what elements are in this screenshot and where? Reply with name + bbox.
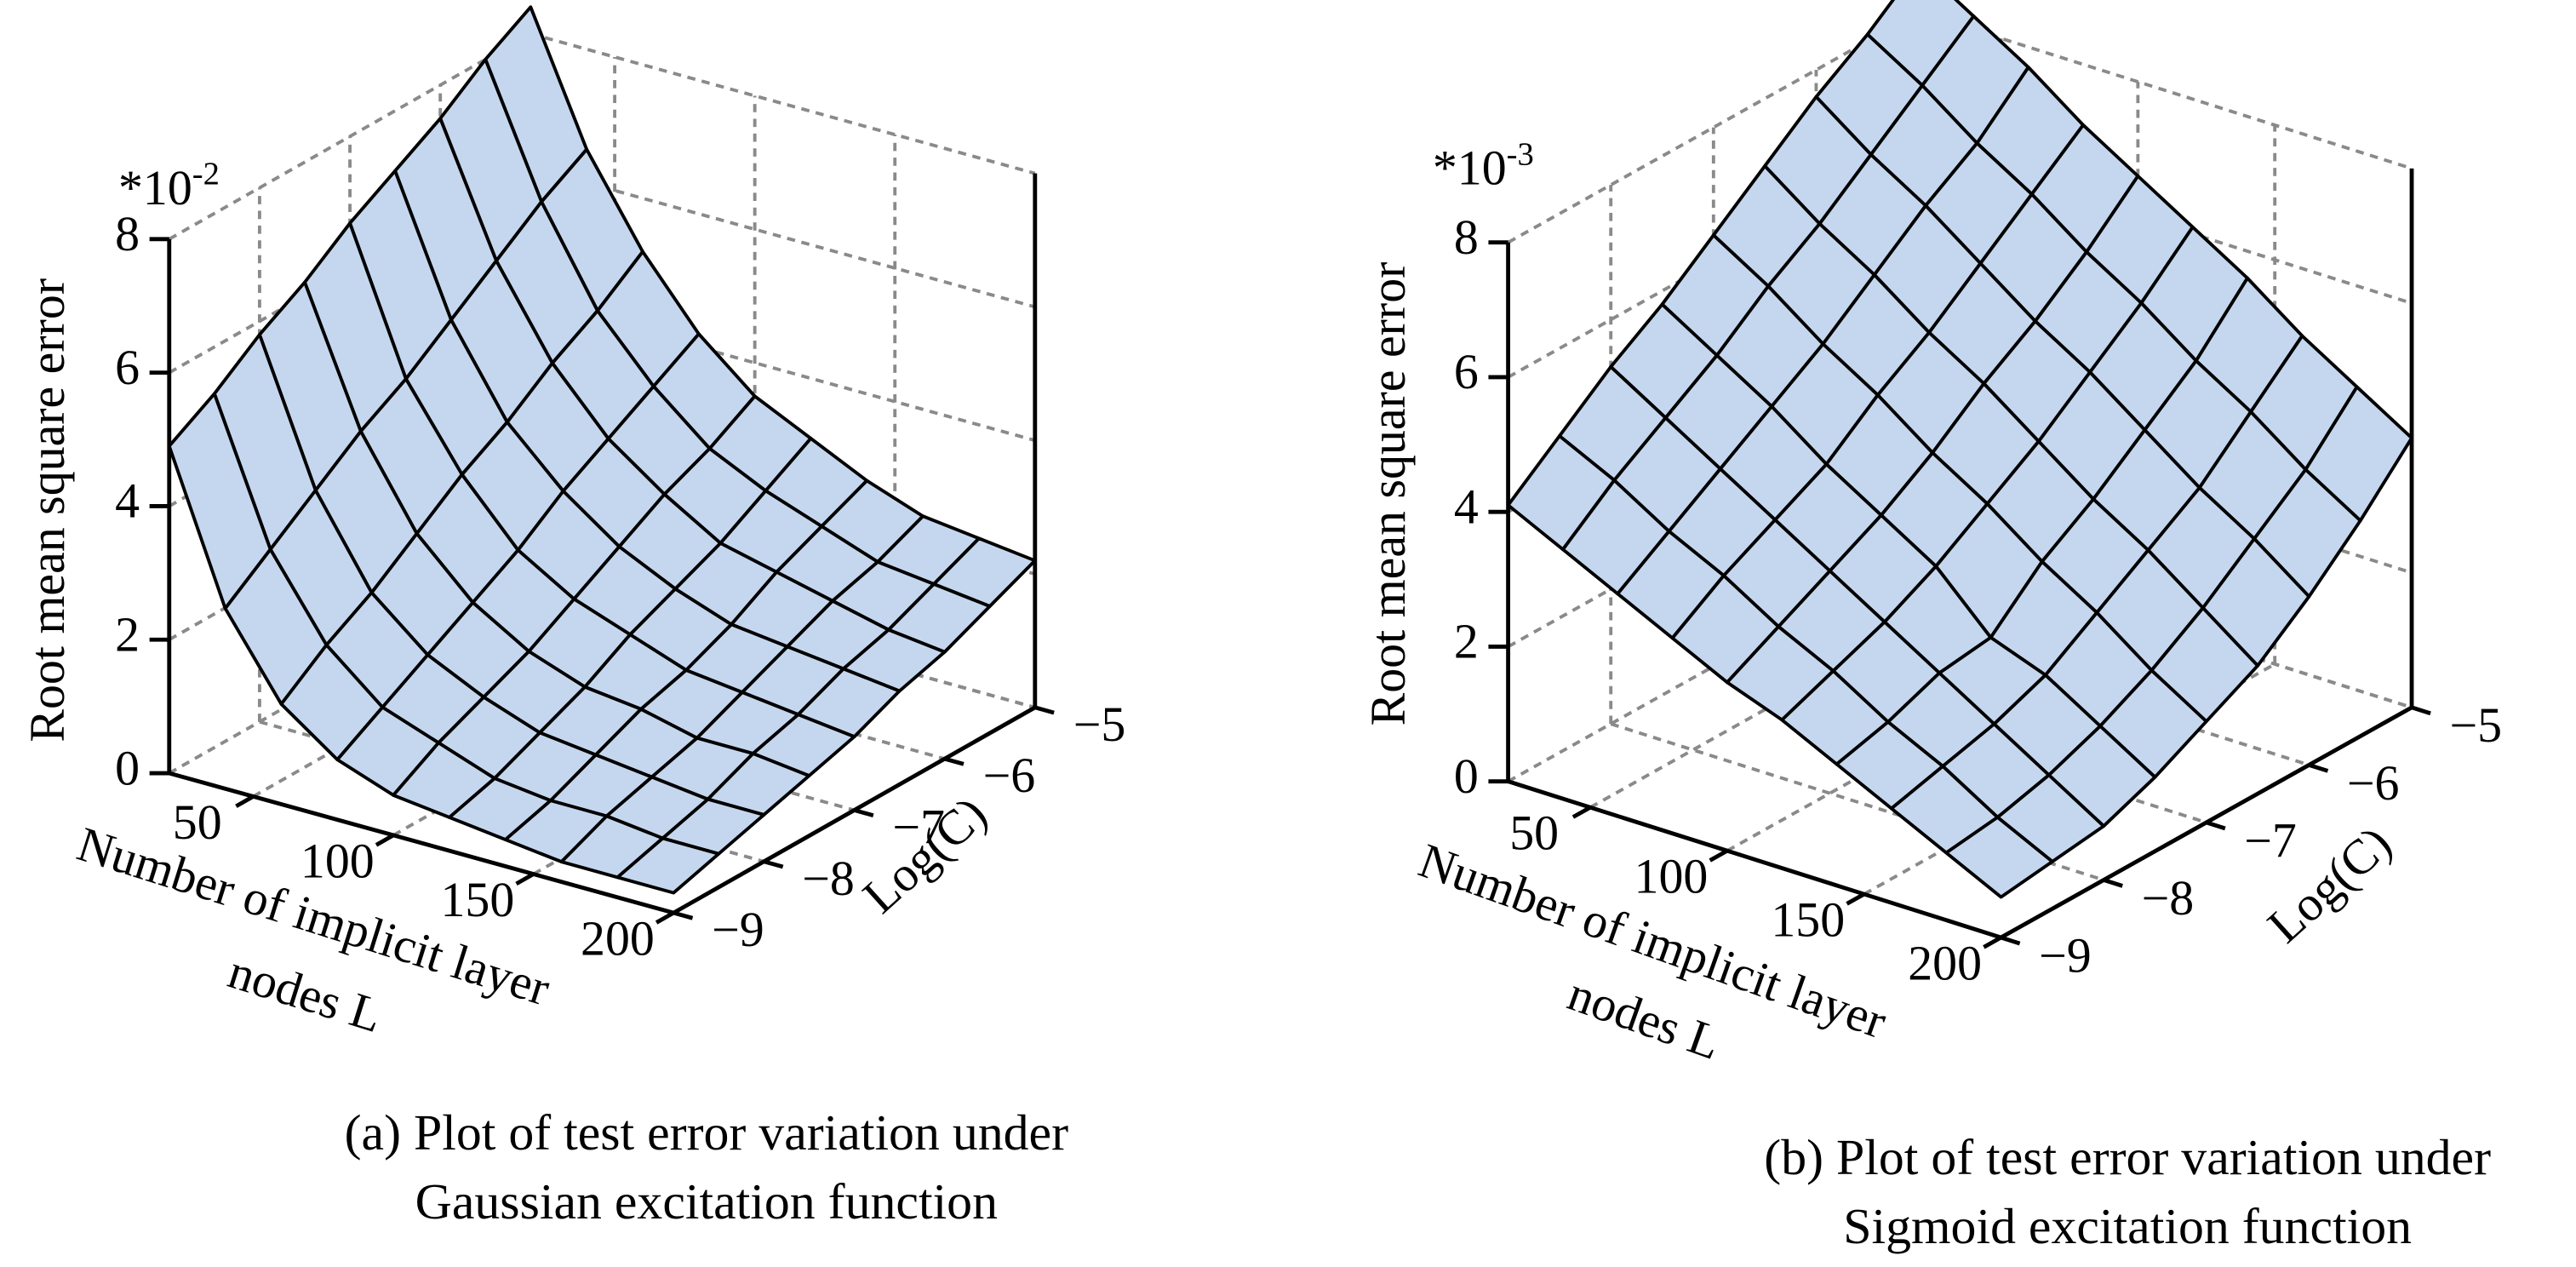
caption: (a) Plot of test error variation under [345, 1104, 1068, 1161]
y-tick-label: −8 [2142, 870, 2195, 926]
caption: (b) Plot of test error variation under [1764, 1129, 2491, 1185]
y-tick-label: −9 [2039, 927, 2092, 983]
y-tick [2000, 935, 2021, 946]
y-tick [2206, 820, 2226, 831]
caption: Sigmoid excitation function [1843, 1198, 2412, 1254]
z-tick-label: 8 [115, 206, 140, 261]
y-tick [2308, 763, 2329, 773]
grid-line [439, 617, 946, 761]
surface-chart: 0 2 4 6 8 50 100 150 200 −9 −8 −7 −6 −5 Root mean squa… [1360, 0, 2502, 1254]
y-tick [853, 808, 874, 817]
x-tick [1571, 805, 1592, 819]
grid-line [1918, 10, 2413, 170]
y-tick-label: −8 [802, 851, 855, 906]
surface-chart: 0 2 4 6 8 50 100 150 200 −9 −8 −7 −6 −5 Root mean squa… [20, 5, 1126, 1230]
grid-line [530, 165, 1036, 309]
y-tick [763, 859, 784, 869]
z-tick-label: 0 [115, 740, 140, 795]
x-tick-label: 100 [1634, 848, 1709, 903]
y-tick-label: −7 [892, 799, 945, 854]
y-tick-label: −6 [983, 748, 1036, 803]
z-tick-label: 0 [1454, 748, 1479, 804]
caption: Gaussian excitation function [415, 1173, 998, 1230]
surface-patch [1944, 815, 2054, 899]
x-tick-label: 150 [1771, 891, 1845, 947]
z-tick-label: 4 [115, 473, 140, 529]
y-tick [1034, 705, 1055, 715]
z-tick-label: 2 [115, 607, 140, 662]
x-tick [375, 833, 395, 847]
scale-exponent: -2 [192, 156, 220, 192]
x-tick [1846, 891, 1865, 906]
z-tick-label: 2 [1454, 614, 1479, 669]
x-tick [1983, 935, 2002, 949]
scale-exponent: -3 [1507, 136, 1534, 172]
y-tick-label: −9 [712, 902, 764, 957]
y-tick [2103, 878, 2123, 888]
x-tick [515, 872, 535, 886]
y-tick [2411, 705, 2431, 716]
grid-line [1507, 10, 1921, 244]
z-tick-label: 8 [1454, 209, 1479, 265]
z-tick-label: 4 [1454, 479, 1479, 534]
x-tick [655, 910, 675, 925]
y-tick [944, 756, 965, 766]
z-axis-label: Root mean square error [20, 278, 75, 742]
scale-label: *10-3 [1433, 136, 1534, 196]
x-tick [1709, 849, 1729, 863]
x-tick-label: 50 [1509, 805, 1559, 861]
z-axis-label: Root mean square error [1360, 262, 1416, 726]
z-tick-label: 6 [115, 340, 140, 395]
scale-label: *10-2 [118, 156, 220, 215]
y-tick-label: −5 [1073, 697, 1126, 752]
y-tick-label: −7 [2244, 812, 2297, 868]
grid-line [530, 299, 1036, 443]
y-tick [673, 910, 694, 920]
x-tick-label: 150 [440, 872, 514, 927]
grid-line [530, 32, 1036, 175]
x-tick-label: 200 [581, 911, 655, 966]
y-tick-label: −5 [2450, 697, 2503, 753]
scale-base: *10 [1433, 140, 1507, 196]
x-tick [235, 794, 255, 808]
grid-line [530, 565, 1036, 709]
x-tick-label: 50 [173, 794, 222, 850]
scale-base: *10 [118, 160, 192, 215]
surface-patch [615, 836, 721, 895]
x-tick-label: 200 [1908, 935, 1982, 990]
z-tick-label: 6 [1454, 344, 1479, 399]
y-tick-label: −6 [2347, 755, 2400, 811]
x-tick-label: 100 [301, 834, 375, 889]
